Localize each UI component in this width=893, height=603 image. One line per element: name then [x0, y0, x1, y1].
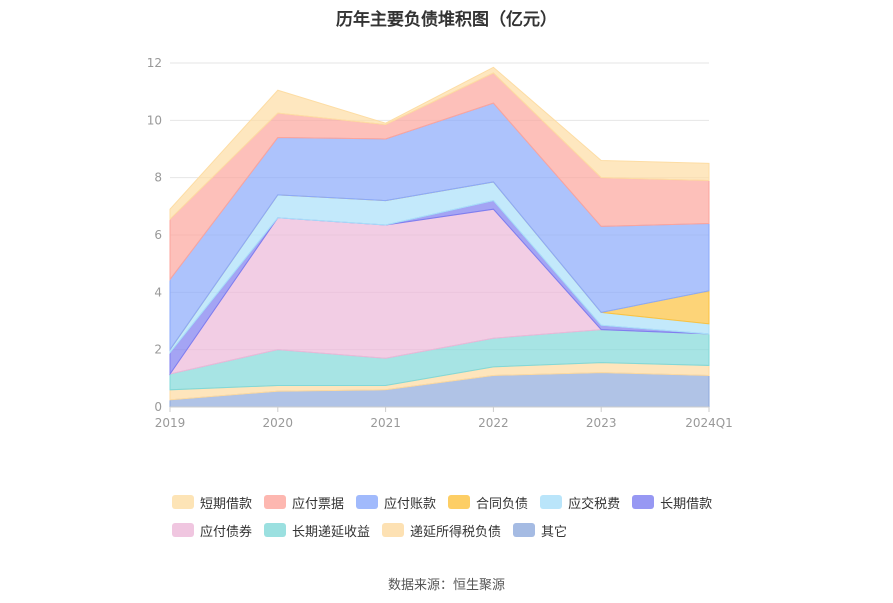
legend-swatch — [264, 495, 287, 509]
stacked-area-chart: 0 2 4 6 8 10 12 2019 2020 2021 2022 2023 2024Q1 — [147, 56, 733, 430]
x-tick-label: 2020 — [263, 416, 294, 430]
legend-label: 长期递延收益 — [292, 524, 371, 540]
legend-label: 其它 — [541, 524, 568, 540]
legend-item[interactable]: 应交税费 — [540, 494, 621, 512]
x-tick-label: 2021 — [370, 416, 401, 430]
y-tick-label: 2 — [154, 343, 162, 357]
y-tick-label: 10 — [147, 113, 162, 127]
chart-title: 历年主要负债堆积图（亿元） — [336, 10, 557, 30]
legend-label: 长期借款 — [660, 496, 713, 512]
chart-legend: 短期借款 应付票据 应付账款 合同负债 应交税费 长期借款应付债券 长期递延收益 递延所得税负… — [172, 494, 752, 550]
legend-label: 合同负债 — [476, 496, 529, 512]
legend-item[interactable]: 其它 — [513, 522, 568, 540]
legend-label: 应交税费 — [568, 496, 621, 512]
y-tick-label: 8 — [154, 171, 162, 185]
legend-label: 应付债券 — [200, 524, 253, 540]
legend-label: 应付票据 — [292, 496, 345, 512]
legend-item[interactable]: 短期借款 — [172, 494, 253, 512]
legend-swatch — [356, 495, 379, 509]
y-tick-label: 12 — [147, 56, 162, 70]
y-tick-label: 0 — [154, 400, 162, 414]
legend-item[interactable]: 合同负债 — [448, 494, 529, 512]
x-tick-label: 2024Q1 — [685, 416, 733, 430]
legend-label: 应付账款 — [384, 496, 437, 512]
legend-item[interactable]: 递延所得税负债 — [382, 522, 502, 540]
legend-item[interactable]: 应付票据 — [264, 494, 345, 512]
data-source-note: 数据来源：恒生聚源 — [387, 578, 505, 593]
legend-item[interactable]: 应付账款 — [356, 494, 437, 512]
legend-label: 短期借款 — [200, 496, 253, 512]
legend-label: 递延所得税负债 — [410, 524, 502, 540]
legend-swatch — [513, 523, 536, 537]
legend-item[interactable]: 应付债券 — [172, 522, 253, 540]
legend-swatch — [172, 523, 194, 537]
x-tick-label: 2019 — [155, 416, 186, 430]
x-tick-label: 2022 — [478, 416, 509, 430]
legend-swatch — [172, 495, 194, 509]
area-series — [169, 66, 710, 221]
legend-item[interactable]: 长期借款 — [632, 494, 713, 512]
legend-swatch — [632, 495, 655, 509]
legend-swatch — [264, 523, 287, 537]
legend-swatch — [382, 523, 405, 537]
x-tick-label: 2023 — [586, 416, 617, 430]
legend-swatch — [540, 495, 563, 509]
legend-item[interactable]: 长期递延收益 — [264, 522, 371, 540]
y-tick-label: 4 — [154, 285, 162, 299]
y-tick-label: 6 — [154, 228, 162, 242]
legend-swatch — [448, 495, 471, 509]
